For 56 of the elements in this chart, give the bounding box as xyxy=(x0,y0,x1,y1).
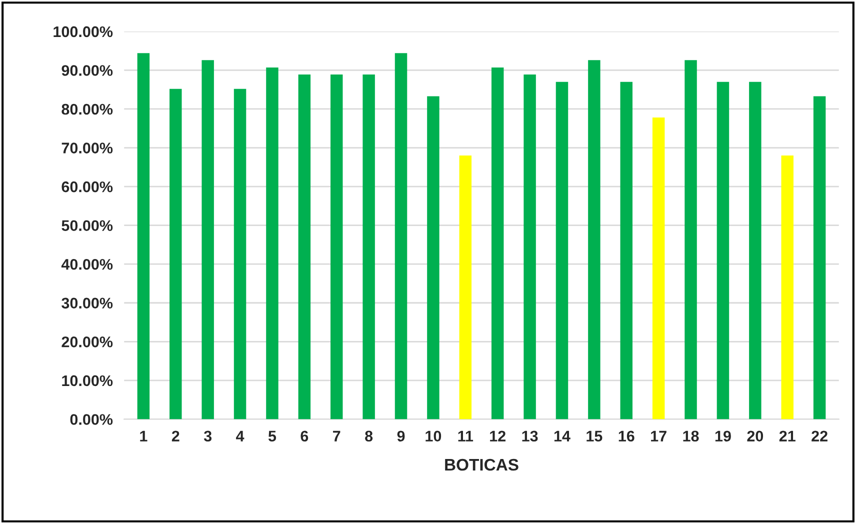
y-tick-label: 0.00% xyxy=(70,414,113,425)
bar xyxy=(781,156,794,420)
bar xyxy=(652,118,665,420)
bar xyxy=(362,74,375,420)
bar xyxy=(330,74,343,420)
bar xyxy=(556,82,568,420)
x-tick-label: 5 xyxy=(268,430,276,442)
y-tick-label: 70.00% xyxy=(62,142,113,154)
y-tick-label: 90.00% xyxy=(62,65,113,76)
x-tick-label: 6 xyxy=(300,430,308,442)
bar xyxy=(491,68,504,420)
x-tick-label: 2 xyxy=(172,430,180,442)
x-tick-label: 9 xyxy=(397,430,405,442)
x-tick-label: 18 xyxy=(683,430,699,442)
y-tick-label: 40.00% xyxy=(61,258,113,270)
bar xyxy=(620,82,632,420)
bar xyxy=(427,96,440,420)
bar xyxy=(202,60,214,420)
y-tick-label: 80.00% xyxy=(62,104,113,115)
x-tick-label: 20 xyxy=(747,430,764,442)
y-tick-label: 30.00% xyxy=(62,298,113,309)
x-tick-label: 8 xyxy=(365,430,373,442)
bar xyxy=(170,88,182,420)
x-tick-label: 1 xyxy=(140,430,148,442)
x-tick-label: 11 xyxy=(458,430,474,442)
bar xyxy=(234,88,246,420)
x-tick-label: 22 xyxy=(812,430,828,442)
x-tick-label: 16 xyxy=(618,430,634,442)
y-tick-label: 50.00% xyxy=(62,220,113,232)
x-tick-label: 17 xyxy=(651,430,666,442)
x-tick-label: 13 xyxy=(522,430,538,442)
bar xyxy=(266,68,278,420)
x-tick-label: 15 xyxy=(586,430,602,442)
bar xyxy=(137,53,150,420)
x-tick-label: 4 xyxy=(236,430,244,442)
x-tick-label: 19 xyxy=(715,430,731,442)
x-tick-label: 12 xyxy=(490,430,506,442)
x-tick-label: 10 xyxy=(426,430,442,442)
bar xyxy=(394,53,408,420)
bar xyxy=(716,82,730,420)
x-axis-title: BOTICAS xyxy=(445,458,518,471)
x-tick-label: 7 xyxy=(333,430,340,442)
bar xyxy=(749,82,762,420)
y-tick-label: 60.00% xyxy=(62,181,113,192)
x-tick-label: 21 xyxy=(779,430,796,442)
bar xyxy=(684,60,697,420)
y-tick-label: 10.00% xyxy=(62,375,113,386)
bar xyxy=(588,60,600,420)
y-tick-label: 20.00% xyxy=(62,336,113,348)
y-tick-label: 100.00% xyxy=(54,26,113,38)
x-tick-label: 14 xyxy=(554,430,570,442)
x-tick-label: 3 xyxy=(204,430,212,442)
bar xyxy=(524,74,536,420)
bar xyxy=(813,96,826,420)
bar xyxy=(459,156,472,420)
bar xyxy=(298,74,311,420)
